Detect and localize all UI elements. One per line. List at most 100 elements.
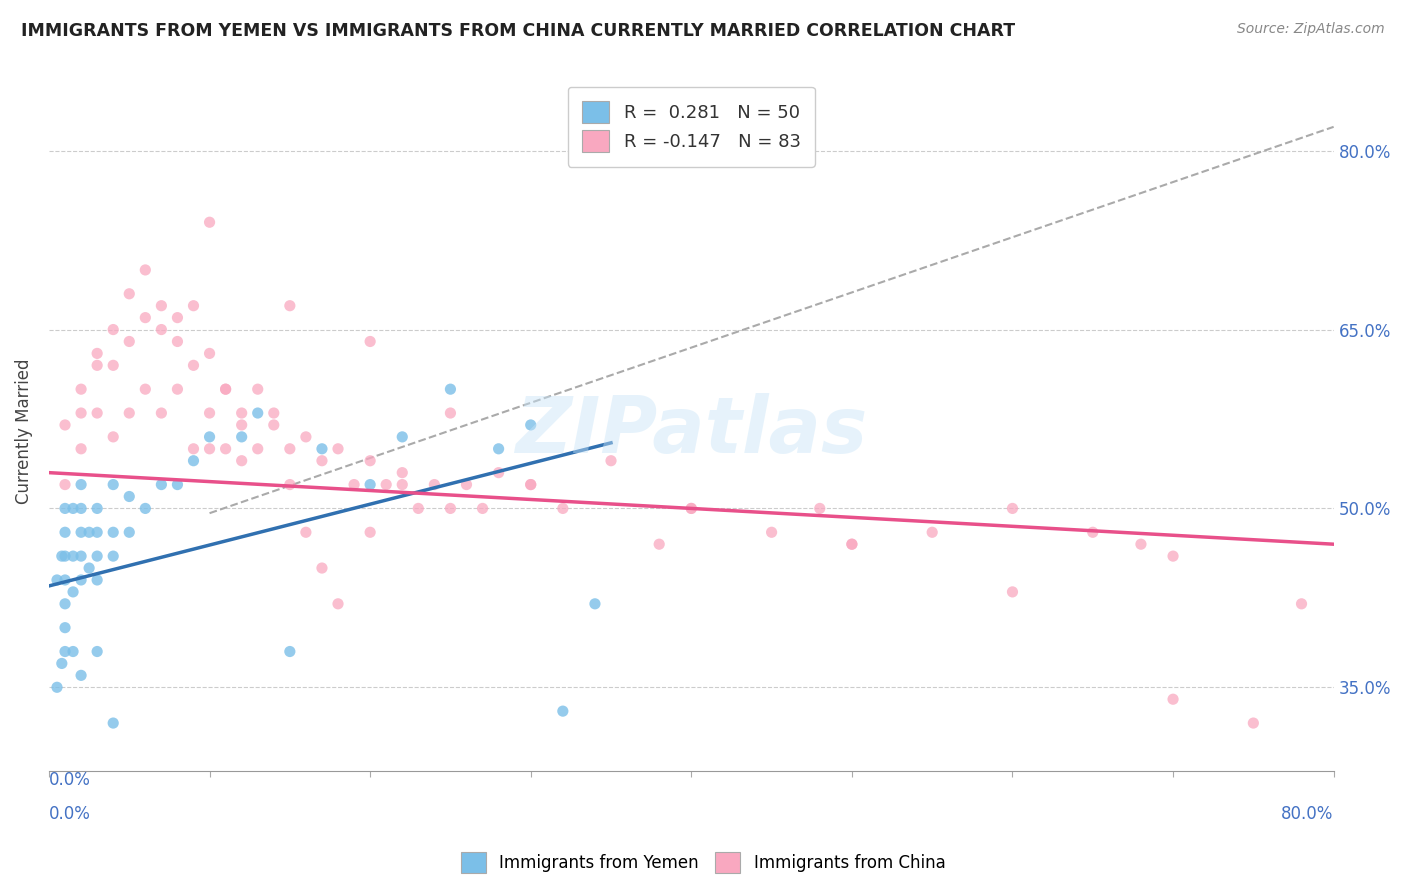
Point: [231, 417, 253, 432]
Point: [808, 501, 831, 516]
Point: [62, 585, 84, 599]
Point: [86, 549, 108, 563]
Point: [231, 406, 253, 420]
Point: [103, 716, 125, 731]
Point: [70, 382, 93, 396]
Point: [118, 286, 141, 301]
Point: [278, 442, 301, 456]
Point: [359, 334, 381, 349]
Point: [70, 406, 93, 420]
Point: [278, 644, 301, 658]
Point: [246, 442, 269, 456]
Point: [198, 346, 221, 360]
Point: [278, 299, 301, 313]
Point: [118, 525, 141, 540]
Point: [1241, 716, 1264, 731]
Point: [103, 322, 125, 336]
Point: [134, 263, 156, 277]
Point: [375, 477, 398, 491]
Point: [391, 430, 413, 444]
Point: [134, 310, 156, 325]
Point: [70, 573, 93, 587]
Point: [551, 704, 574, 718]
Point: [519, 477, 541, 491]
Point: [841, 537, 863, 551]
Point: [53, 549, 76, 563]
Point: [134, 501, 156, 516]
Point: [183, 299, 205, 313]
Point: [70, 549, 93, 563]
Point: [53, 573, 76, 587]
Point: [359, 525, 381, 540]
Point: [103, 477, 125, 491]
Point: [439, 406, 461, 420]
Point: [359, 454, 381, 468]
Point: [231, 430, 253, 444]
Point: [263, 417, 285, 432]
Point: [1001, 501, 1024, 516]
Point: [278, 477, 301, 491]
Point: [198, 215, 221, 229]
Point: [118, 406, 141, 420]
Point: [198, 442, 221, 456]
Point: [51, 657, 73, 671]
Point: [246, 406, 269, 420]
Point: [326, 597, 349, 611]
Point: [70, 442, 93, 456]
Point: [214, 442, 236, 456]
Point: [62, 549, 84, 563]
Point: [53, 597, 76, 611]
Point: [134, 382, 156, 396]
Point: [423, 477, 446, 491]
Point: [62, 501, 84, 516]
Point: [103, 359, 125, 373]
Point: [214, 382, 236, 396]
Text: 0.0%: 0.0%: [49, 805, 91, 823]
Point: [46, 681, 69, 695]
Point: [921, 525, 943, 540]
Text: IMMIGRANTS FROM YEMEN VS IMMIGRANTS FROM CHINA CURRENTLY MARRIED CORRELATION CHA: IMMIGRANTS FROM YEMEN VS IMMIGRANTS FROM…: [21, 22, 1015, 40]
Point: [1129, 537, 1152, 551]
Point: [70, 477, 93, 491]
Point: [53, 477, 76, 491]
Point: [77, 561, 100, 575]
Legend: Immigrants from Yemen, Immigrants from China: Immigrants from Yemen, Immigrants from C…: [454, 846, 952, 880]
Point: [70, 668, 93, 682]
Point: [166, 382, 188, 396]
Point: [103, 549, 125, 563]
Point: [86, 501, 108, 516]
Point: [62, 644, 84, 658]
Point: [103, 430, 125, 444]
Point: [1291, 597, 1313, 611]
Point: [183, 359, 205, 373]
Point: [53, 525, 76, 540]
Point: [600, 454, 623, 468]
Point: [51, 549, 73, 563]
Text: Source: ZipAtlas.com: Source: ZipAtlas.com: [1237, 22, 1385, 37]
Point: [166, 334, 188, 349]
Point: [681, 501, 703, 516]
Point: [166, 477, 188, 491]
Point: [583, 597, 606, 611]
Point: [1161, 692, 1184, 706]
Point: [1081, 525, 1104, 540]
Point: [439, 382, 461, 396]
Point: [53, 501, 76, 516]
Point: [150, 322, 173, 336]
Point: [77, 525, 100, 540]
Point: [681, 501, 703, 516]
Point: [311, 442, 333, 456]
Point: [488, 442, 510, 456]
Point: [761, 525, 783, 540]
Point: [391, 477, 413, 491]
Point: [86, 644, 108, 658]
Point: [263, 406, 285, 420]
Point: [1161, 549, 1184, 563]
Point: [295, 525, 318, 540]
Point: [150, 477, 173, 491]
Point: [311, 454, 333, 468]
Point: [391, 466, 413, 480]
Point: [86, 346, 108, 360]
Point: [118, 490, 141, 504]
Point: [311, 561, 333, 575]
